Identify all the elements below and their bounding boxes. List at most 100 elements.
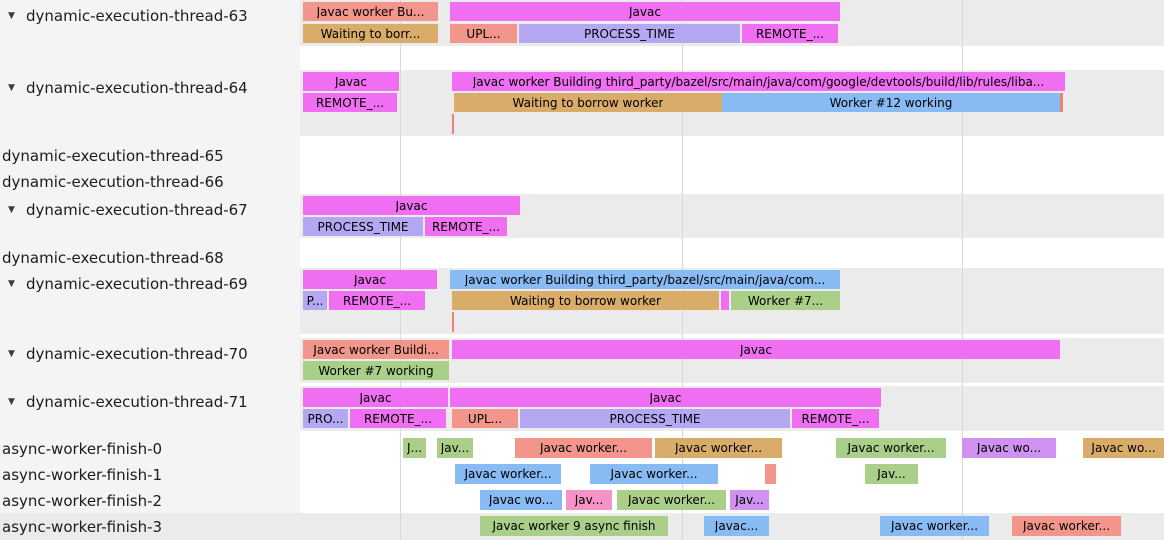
timeline-event-bar[interactable]: Waiting to borrow worker <box>454 93 722 112</box>
event-label: PRO... <box>307 411 344 426</box>
timeline-event-bar[interactable]: Javac <box>452 340 1060 359</box>
collapse-triangle-icon[interactable]: ▼ <box>8 10 15 21</box>
timeline-event-bar[interactable]: PROCESS_TIME <box>520 409 790 428</box>
timeline-event-bar[interactable]: REMOTE_... <box>425 217 507 236</box>
event-label: Javac... <box>714 519 759 533</box>
timeline-event-bar[interactable]: REMOTE_... <box>303 93 397 112</box>
timeline-event-bar[interactable]: Javac worker Buildi... <box>303 340 449 359</box>
track-label-dynamic-execution-thread-67[interactable]: ▼ dynamic-execution-thread-67 <box>8 200 248 219</box>
timeline-event-bar[interactable]: Javac wo... <box>962 438 1056 458</box>
timeline-event-bar[interactable]: UPL... <box>452 409 518 428</box>
timeline-event-bar[interactable]: Jav... <box>865 464 918 484</box>
track-name: dynamic-execution-thread-71 <box>26 392 248 411</box>
event-label: Javac <box>354 272 386 287</box>
timeline-event-bar[interactable]: Worker #7... <box>731 291 840 310</box>
timeline-event-bar[interactable]: Waiting to borrow worker <box>452 291 719 310</box>
track-label-dynamic-execution-thread-64[interactable]: ▼ dynamic-execution-thread-64 <box>8 78 248 97</box>
timeline-event-bar[interactable]: Javac worker... <box>836 438 946 458</box>
event-label: Javac <box>335 74 367 89</box>
event-label: Javac worker... <box>674 441 763 455</box>
timeline-event-bar[interactable]: Javac worker... <box>655 438 782 458</box>
timeline-event-bar[interactable]: Javac wo... <box>1083 438 1164 458</box>
timeline-event-bar[interactable]: Javac <box>303 388 448 407</box>
timeline-event-bar[interactable]: REMOTE_... <box>329 291 425 310</box>
track-label-async-worker-finish-3[interactable]: async-worker-finish-3 <box>2 517 162 536</box>
timeline-event-bar[interactable]: PRO... <box>303 409 348 428</box>
event-label: Worker #12 working <box>829 95 953 110</box>
timeline-event-bar[interactable]: Javac worker 9 async finish <box>480 516 668 536</box>
timeline-event-bar[interactable] <box>721 291 729 310</box>
timeline-event-bar[interactable]: Worker #7 working <box>303 361 449 380</box>
event-label: Javac wo... <box>488 493 554 507</box>
timeline-event-bar[interactable]: Jav... <box>730 490 769 510</box>
event-label: PROCESS_TIME <box>317 219 409 234</box>
event-label: REMOTE_... <box>363 411 433 426</box>
timeline-event-bar[interactable]: Waiting to borr... <box>303 24 438 43</box>
timeline-event-bar[interactable]: Javac worker... <box>455 464 561 484</box>
timeline-event-bar[interactable] <box>1060 93 1063 112</box>
track-label-dynamic-execution-thread-68[interactable]: dynamic-execution-thread-68 <box>2 248 224 267</box>
event-label: Javac <box>740 342 772 357</box>
event-label: Javac worker... <box>539 441 628 455</box>
event-label: Jav... <box>574 493 604 507</box>
timeline-event-bar[interactable]: Javac <box>303 196 520 215</box>
timeline-event-bar[interactable]: Javac worker... <box>515 438 652 458</box>
event-label: Waiting to borrow worker <box>510 293 661 308</box>
event-label: Javac worker... <box>610 467 698 481</box>
event-label: Waiting to borrow worker <box>512 95 664 110</box>
timeline-event-bar[interactable]: PROCESS_TIME <box>303 217 423 236</box>
collapse-triangle-icon[interactable]: ▼ <box>8 396 15 407</box>
event-label: Javac <box>649 390 682 405</box>
track-name: dynamic-execution-thread-70 <box>26 344 248 363</box>
event-label: Javac wo... <box>976 441 1042 455</box>
timeline-event-bar[interactable]: Worker #12 working <box>722 93 1060 112</box>
event-label: Javac worker Bu... <box>316 4 425 19</box>
event-label: J... <box>407 441 422 455</box>
event-label: PROCESS_TIME <box>609 411 701 426</box>
timeline-event-bar[interactable] <box>452 114 454 134</box>
timeline-event-bar[interactable]: REMOTE_... <box>792 409 879 428</box>
timeline-event-bar[interactable]: REMOTE_... <box>350 409 446 428</box>
timeline-event-bar[interactable]: Javac <box>450 388 881 407</box>
timeline-event-bar[interactable]: Javac worker... <box>590 464 718 484</box>
track-label-dynamic-execution-thread-69[interactable]: ▼ dynamic-execution-thread-69 <box>8 274 248 293</box>
event-label: P... <box>306 293 324 308</box>
timeline-event-bar[interactable] <box>452 312 454 332</box>
timeline-event-bar[interactable]: Javac worker Bu... <box>303 2 438 21</box>
track-label-async-worker-finish-2[interactable]: async-worker-finish-2 <box>2 491 162 510</box>
track-label-dynamic-execution-thread-63[interactable]: ▼ dynamic-execution-thread-63 <box>8 6 248 25</box>
track-label-dynamic-execution-thread-71[interactable]: ▼ dynamic-execution-thread-71 <box>8 392 248 411</box>
timeline-event-bar[interactable]: Jav... <box>566 490 612 510</box>
track-label-async-worker-finish-1[interactable]: async-worker-finish-1 <box>2 465 162 484</box>
collapse-triangle-icon[interactable]: ▼ <box>8 348 15 359</box>
timeline-event-bar[interactable]: Javac <box>450 2 840 21</box>
collapse-triangle-icon[interactable]: ▼ <box>8 82 15 93</box>
collapse-triangle-icon[interactable]: ▼ <box>8 278 15 289</box>
timeline-event-bar[interactable]: PROCESS_TIME <box>519 24 740 43</box>
track-label-dynamic-execution-thread-65[interactable]: dynamic-execution-thread-65 <box>2 146 224 165</box>
track-name: dynamic-execution-thread-69 <box>26 274 248 293</box>
timeline-event-bar[interactable]: Javac wo... <box>480 490 562 510</box>
timeline-event-bar[interactable]: UPL... <box>450 24 517 43</box>
timeline-event-bar[interactable]: Javac... <box>704 516 769 536</box>
track-label-async-worker-finish-0[interactable]: async-worker-finish-0 <box>2 439 162 458</box>
track-name: async-worker-finish-2 <box>2 491 163 510</box>
track-label-dynamic-execution-thread-70[interactable]: ▼ dynamic-execution-thread-70 <box>8 344 248 363</box>
timeline-event-bar[interactable] <box>765 464 776 484</box>
timeline-event-bar[interactable]: Javac <box>303 72 399 91</box>
track-label-dynamic-execution-thread-66[interactable]: dynamic-execution-thread-66 <box>2 172 224 191</box>
timeline-event-bar[interactable]: REMOTE_... <box>742 24 838 43</box>
timeline-event-bar[interactable]: Javac worker... <box>1012 516 1121 536</box>
timeline-event-bar[interactable]: Javac <box>303 270 437 289</box>
collapse-triangle-icon[interactable]: ▼ <box>8 204 15 215</box>
timeline-event-bar[interactable]: Javac worker Building third_party/bazel/… <box>450 270 840 289</box>
timeline-event-bar[interactable]: Jav... <box>437 438 473 458</box>
track-name: async-worker-finish-1 <box>2 465 163 484</box>
event-label: Javac worker Building third_party/bazel/… <box>472 74 1045 89</box>
timeline-event-bar[interactable]: Javac worker Building third_party/bazel/… <box>452 72 1065 91</box>
event-label: Javac worker... <box>890 519 979 533</box>
timeline-event-bar[interactable]: Javac worker... <box>880 516 989 536</box>
timeline-event-bar[interactable]: P... <box>303 291 327 310</box>
timeline-event-bar[interactable]: J... <box>403 438 426 458</box>
timeline-event-bar[interactable]: Javac worker... <box>617 490 726 510</box>
